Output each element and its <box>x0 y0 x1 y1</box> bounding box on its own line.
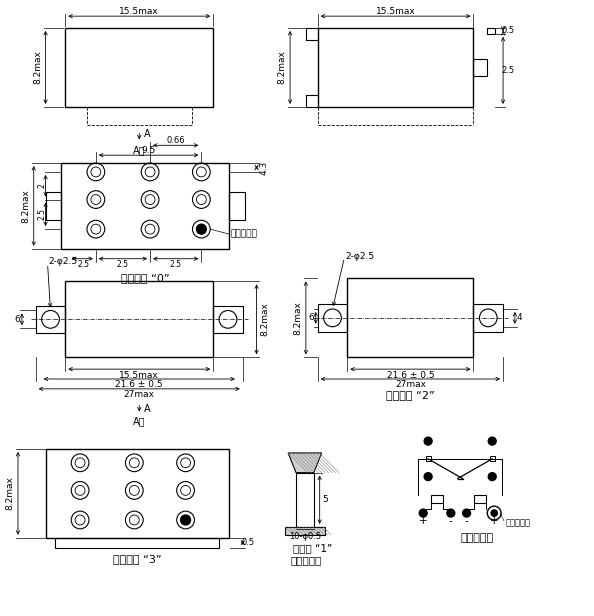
Text: 8.2max: 8.2max <box>21 189 30 223</box>
Bar <box>487 28 495 34</box>
Circle shape <box>424 437 432 445</box>
Text: 15.5max: 15.5max <box>119 371 159 379</box>
Text: 2-φ2.5: 2-φ2.5 <box>49 257 78 266</box>
Text: -: - <box>449 516 453 526</box>
Text: 6: 6 <box>308 314 314 322</box>
Text: 21.6 ± 0.5: 21.6 ± 0.5 <box>115 381 163 389</box>
Text: 安装方式 “2”: 安装方式 “2” <box>386 390 435 400</box>
Bar <box>473 59 487 76</box>
Text: 2.5: 2.5 <box>501 66 514 75</box>
Circle shape <box>181 515 191 525</box>
Text: 8.2max: 8.2max <box>278 51 287 84</box>
Bar <box>61 163 229 249</box>
Text: 15.5max: 15.5max <box>376 7 415 16</box>
Bar <box>490 456 495 461</box>
Text: 4.3: 4.3 <box>260 160 269 174</box>
Circle shape <box>424 472 432 480</box>
Text: 15.5max: 15.5max <box>119 7 159 16</box>
Bar <box>296 472 314 527</box>
Text: 5: 5 <box>323 495 328 505</box>
Circle shape <box>488 472 496 480</box>
Bar <box>431 495 443 503</box>
Text: 0.66: 0.66 <box>166 136 185 145</box>
Text: 0.5: 0.5 <box>501 26 514 36</box>
Text: 插针式 “1”: 插针式 “1” <box>293 543 333 554</box>
Text: 安装方式 “0”: 安装方式 “0” <box>121 274 169 283</box>
Circle shape <box>488 437 496 445</box>
Circle shape <box>197 224 206 234</box>
Circle shape <box>463 509 470 517</box>
Text: +: + <box>490 516 498 526</box>
Bar <box>318 28 473 107</box>
Bar <box>46 192 61 220</box>
Bar <box>65 282 213 357</box>
Circle shape <box>447 509 455 517</box>
Bar <box>55 538 219 548</box>
Circle shape <box>491 510 497 516</box>
Text: -: - <box>465 516 469 526</box>
Bar <box>473 304 503 331</box>
Bar <box>229 192 245 220</box>
Polygon shape <box>288 453 321 472</box>
Text: A: A <box>144 129 151 139</box>
Text: A: A <box>144 403 151 413</box>
Bar <box>285 527 324 535</box>
Text: 后激励线圈: 后激励线圈 <box>506 519 531 527</box>
Text: 2: 2 <box>37 184 46 188</box>
Text: 6: 6 <box>14 315 20 324</box>
Circle shape <box>491 510 497 516</box>
Text: 2-φ2.5: 2-φ2.5 <box>345 252 374 261</box>
Text: 8.2max: 8.2max <box>33 51 42 84</box>
Text: 0.5: 0.5 <box>241 538 254 547</box>
Text: 2.5: 2.5 <box>170 260 182 269</box>
Text: 2.5: 2.5 <box>37 208 46 221</box>
Text: A向: A向 <box>133 145 146 155</box>
Bar <box>36 306 65 333</box>
Text: 8.2max: 8.2max <box>293 301 302 335</box>
Text: 9.5: 9.5 <box>141 146 156 155</box>
Text: 2.5: 2.5 <box>117 260 129 269</box>
Text: 27max: 27max <box>395 381 426 389</box>
Text: 引出端型式: 引出端型式 <box>290 556 321 565</box>
Text: 安装方式 “3”: 安装方式 “3” <box>113 554 162 564</box>
Text: 21.6 ± 0.5: 21.6 ± 0.5 <box>387 371 434 379</box>
Bar <box>65 28 213 107</box>
Text: 着色绵缘子: 着色绵缘子 <box>231 230 258 238</box>
Bar <box>318 304 347 331</box>
Text: 8.2max: 8.2max <box>5 476 15 510</box>
Text: 底视电路图: 底视电路图 <box>461 533 494 543</box>
Text: 2.5: 2.5 <box>77 260 89 269</box>
Bar <box>213 306 243 333</box>
Text: 10-φ0.5: 10-φ0.5 <box>289 532 321 541</box>
Bar <box>46 449 229 538</box>
Bar <box>475 495 486 503</box>
Bar <box>426 456 431 461</box>
Text: 8.2max: 8.2max <box>260 302 269 336</box>
Text: +: + <box>419 516 428 526</box>
Bar <box>347 278 473 357</box>
Text: 4: 4 <box>517 314 523 322</box>
Text: A向: A向 <box>133 416 146 426</box>
Text: 27max: 27max <box>124 391 155 399</box>
Circle shape <box>419 509 427 517</box>
